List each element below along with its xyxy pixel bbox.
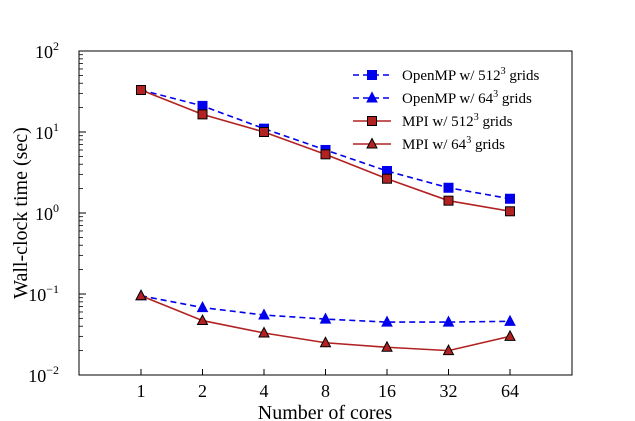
legend-label-superscript: 3 <box>493 89 498 100</box>
data-point <box>504 329 516 341</box>
y-tick-exponent: −1 <box>46 282 59 296</box>
data-point <box>320 149 331 160</box>
y-tick-label: 10−1 <box>28 282 59 305</box>
legend-label-text: MPI w/ 64 <box>402 137 467 153</box>
legend-label: OpenMP w/ 5123 grids <box>402 66 540 84</box>
y-tick-exponent: 1 <box>53 120 59 134</box>
legend-label-superscript: 3 <box>474 112 479 123</box>
x-axis-label: Number of cores <box>258 402 393 421</box>
x-tick-label: 8 <box>321 381 330 401</box>
data-point <box>504 314 516 326</box>
x-tick-label: 2 <box>198 381 207 401</box>
y-tick-base: 10 <box>35 204 53 224</box>
legend-label-text: OpenMP w/ 512 <box>402 68 501 84</box>
series-3 <box>135 289 516 356</box>
series-1 <box>135 289 516 327</box>
x-tick-label: 32 <box>440 381 458 401</box>
data-point <box>443 182 454 193</box>
data-point <box>197 109 208 120</box>
y-tick-label: 10−2 <box>28 363 59 386</box>
legend-label-superscript: 3 <box>466 135 471 146</box>
data-point <box>197 100 208 111</box>
data-point <box>442 315 455 327</box>
legend-label-suffix: grids <box>471 137 505 153</box>
x-tick-label: 1 <box>137 381 146 401</box>
legend-label: MPI w/ 643 grids <box>402 135 505 153</box>
y-tick-label: 100 <box>35 201 59 224</box>
legend-label: OpenMP w/ 643 grids <box>402 89 532 107</box>
y-tick-exponent: 0 <box>53 201 59 215</box>
series-layer <box>135 85 516 356</box>
legend-marker <box>367 70 377 80</box>
data-point <box>319 312 332 324</box>
y-tick-label: 101 <box>35 120 59 143</box>
data-point <box>381 340 393 352</box>
y-axis-label: Wall-clock time (sec) <box>10 127 32 299</box>
legend-entry: OpenMP w/ 5123 grids <box>353 66 540 84</box>
y-tick-base: 10 <box>35 42 53 62</box>
legend-marker <box>366 91 378 103</box>
data-point <box>319 336 332 348</box>
y-tick-base: 10 <box>35 123 53 143</box>
x-tick-label: 4 <box>260 381 269 401</box>
data-point <box>443 195 454 206</box>
legend-entry: MPI w/ 643 grids <box>353 135 505 153</box>
legend-label-text: OpenMP w/ 64 <box>402 91 494 107</box>
data-point <box>259 127 269 137</box>
x-tick-label: 64 <box>501 381 519 401</box>
legend-label-superscript: 3 <box>501 66 506 77</box>
x-axis: 1 2 4 8 16 32 64 <box>137 369 519 401</box>
data-point <box>505 206 515 217</box>
data-point <box>382 173 392 184</box>
x-tick-label: 16 <box>378 381 396 401</box>
data-point <box>136 85 146 96</box>
y-tick-exponent: 2 <box>53 39 59 53</box>
data-point <box>505 193 515 204</box>
legend-label-suffix: grids <box>506 68 540 84</box>
legend-entry: MPI w/ 5123 grids <box>353 112 513 130</box>
series-2 <box>136 85 515 217</box>
data-point <box>135 289 147 301</box>
legend-label-suffix: grids <box>479 114 513 130</box>
legend-entry: OpenMP w/ 643 grids <box>353 89 532 107</box>
y-tick-exponent: −2 <box>46 363 59 377</box>
data-point <box>196 300 209 313</box>
legend-marker <box>367 116 377 126</box>
data-point <box>196 313 209 326</box>
y-tick-base: 10 <box>28 285 46 305</box>
legend-label-suffix: grids <box>498 91 532 107</box>
legend-marker <box>366 137 378 149</box>
y-tick-base: 10 <box>28 366 46 386</box>
data-point <box>381 315 393 327</box>
data-point <box>258 326 270 338</box>
y-tick-label: 102 <box>35 39 59 62</box>
data-point <box>258 308 270 320</box>
data-point <box>442 344 455 356</box>
legend-label-text: MPI w/ 512 <box>402 114 474 130</box>
legend-label: MPI w/ 5123 grids <box>402 112 513 130</box>
